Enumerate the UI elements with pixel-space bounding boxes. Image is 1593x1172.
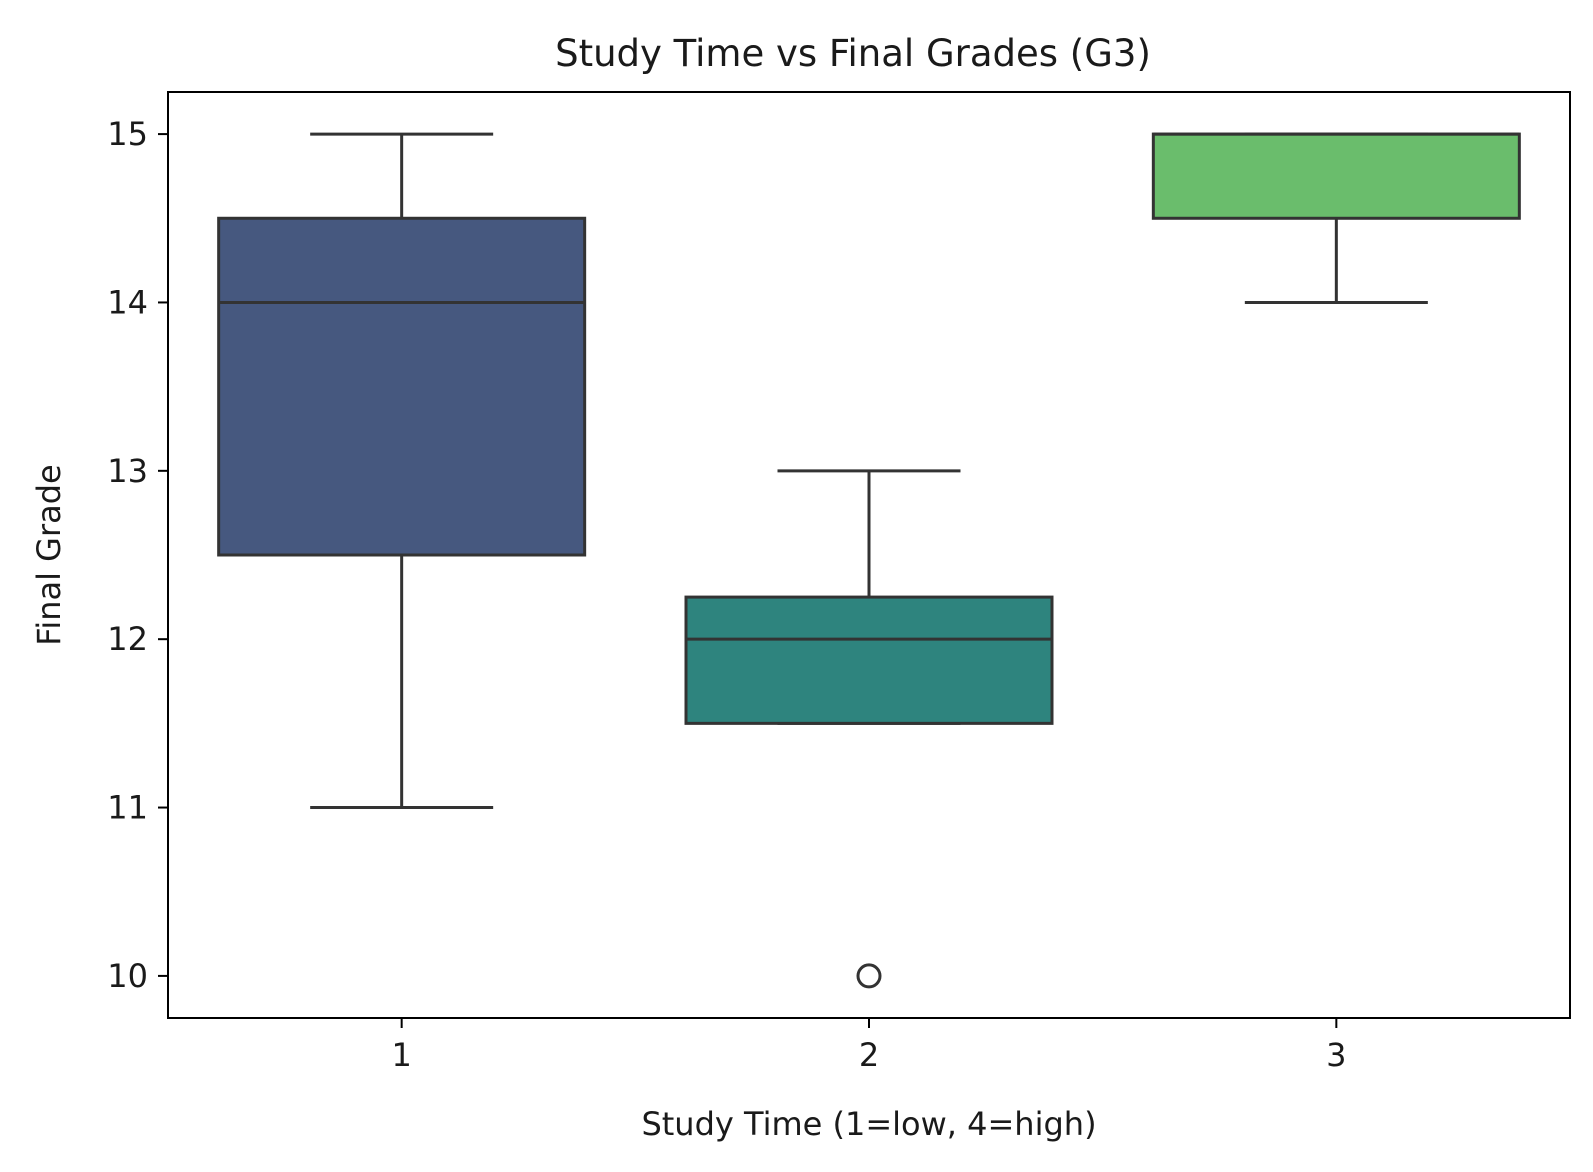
y-tick-label: 13 xyxy=(107,452,148,490)
x-tick-label: 1 xyxy=(391,1036,411,1074)
y-tick-label: 15 xyxy=(107,115,148,153)
y-tick-label: 12 xyxy=(107,620,148,658)
x-axis-label: Study Time (1=low, 4=high) xyxy=(641,1105,1096,1143)
box-iqr xyxy=(684,595,1054,725)
y-tick-label: 11 xyxy=(107,789,148,827)
plot-area xyxy=(217,132,1521,989)
y-tick-label: 14 xyxy=(107,283,148,321)
y-axis-label: Final Grade xyxy=(30,464,68,645)
box-iqr xyxy=(1151,132,1521,220)
chart-title: Study Time vs Final Grades (G3) xyxy=(555,32,1151,75)
y-axis: 10 11 12 13 14 15 xyxy=(107,115,168,995)
x-tick-label: 3 xyxy=(1326,1036,1346,1074)
box-iqr xyxy=(217,216,587,557)
x-axis: 1 2 3 xyxy=(391,1018,1347,1074)
box-group-3 xyxy=(1151,132,1521,304)
y-tick-label: 10 xyxy=(107,957,148,995)
box-group-2 xyxy=(684,469,1054,989)
outlier-point xyxy=(856,963,882,989)
x-tick-label: 2 xyxy=(859,1036,879,1074)
box-group-1 xyxy=(217,132,587,810)
